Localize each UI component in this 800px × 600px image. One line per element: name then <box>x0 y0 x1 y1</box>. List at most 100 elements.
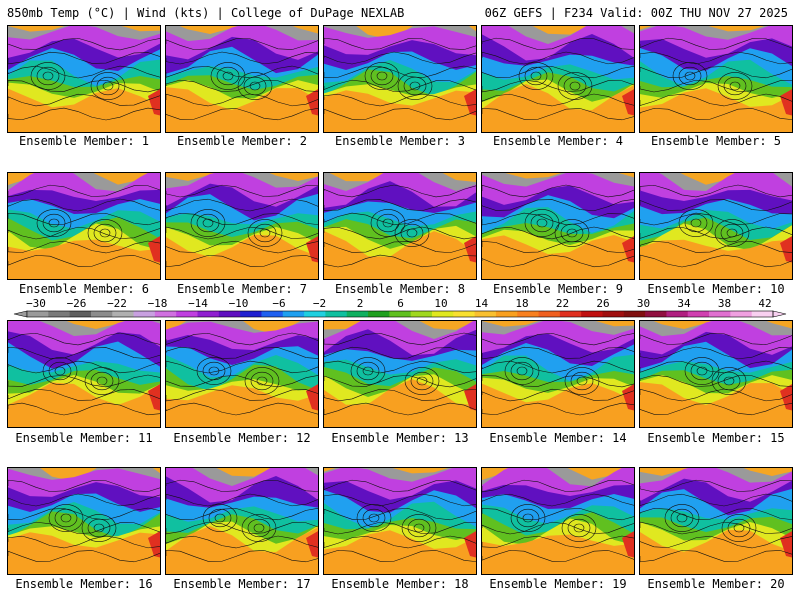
temperature-map <box>482 468 634 574</box>
colorbar-tick-label: 34 <box>677 297 691 310</box>
ensemble-member-label: Ensemble Member: 20 <box>647 577 785 591</box>
colorbar-tick-label: −10 <box>228 297 249 310</box>
ensemble-member-label: Ensemble Member: 3 <box>334 134 466 148</box>
colorbar-tick-label: 26 <box>596 297 610 310</box>
colorbar-tick-label: 18 <box>515 297 529 310</box>
ensemble-panel <box>323 172 477 280</box>
ensemble-member-label: Ensemble Member: 8 <box>334 282 466 296</box>
temperature-map <box>640 173 792 279</box>
ensemble-panel <box>165 467 319 575</box>
ensemble-panel <box>7 467 161 575</box>
colorbar-swatch <box>474 311 497 317</box>
ensemble-panel <box>639 320 793 428</box>
colorbar-tick-label: 30 <box>636 297 651 310</box>
colorbar-swatch <box>368 311 390 317</box>
temperature-map <box>8 468 160 574</box>
temperature-map <box>324 26 476 132</box>
header-title-right: 06Z GEFS | F234 Valid: 00Z THU NOV 27 20… <box>484 6 788 20</box>
colorbar-tick-label: 22 <box>555 297 570 310</box>
ensemble-member-label: Ensemble Member: 2 <box>176 134 308 148</box>
colorbar-swatch <box>495 311 518 317</box>
ensemble-member-label: Ensemble Member: 7 <box>176 282 308 296</box>
ensemble-panel <box>165 25 319 133</box>
ensemble-panel <box>323 467 477 575</box>
temperature-map <box>324 321 476 427</box>
colorbar-swatch <box>453 311 475 317</box>
colorbar-tick-label: 42 <box>758 297 772 310</box>
colorbar-tick-label: 10 <box>434 297 448 310</box>
colorbar-swatch <box>133 311 156 317</box>
colorbar-tick-label: 6 <box>397 297 404 310</box>
colorbar-swatch <box>517 311 539 317</box>
colorbar-tick-label: 38 <box>717 297 732 310</box>
temperature-colorbar <box>13 310 787 318</box>
ensemble-panel <box>481 467 635 575</box>
ensemble-panel <box>7 25 161 133</box>
ensemble-member-label: Ensemble Member: 6 <box>18 282 150 296</box>
temperature-map <box>166 468 318 574</box>
colorbar-swatch <box>687 311 710 317</box>
ensemble-member-label: Ensemble Member: 18 <box>331 577 469 591</box>
ensemble-member-label: Ensemble Member: 17 <box>173 577 311 591</box>
ensemble-panel <box>639 467 793 575</box>
colorbar-swatch <box>218 311 241 317</box>
colorbar-tick-label: −30 <box>26 297 46 310</box>
ensemble-panel <box>7 172 161 280</box>
colorbar-left-arrow <box>13 310 28 318</box>
ensemble-panel <box>481 25 635 133</box>
colorbar-right-arrow <box>772 310 787 318</box>
temperature-map <box>482 173 634 279</box>
colorbar-swatch <box>240 311 262 317</box>
ensemble-panel <box>7 320 161 428</box>
colorbar-tick-label: −6 <box>272 297 286 310</box>
colorbar-tick-label: 14 <box>474 297 489 310</box>
temperature-map <box>640 321 792 427</box>
colorbar-swatch <box>709 311 731 317</box>
colorbar-swatch <box>282 311 305 317</box>
colorbar-tick-label: −14 <box>188 297 208 310</box>
colorbar-swatch <box>559 311 582 317</box>
colorbar-tick-label: −18 <box>147 297 168 310</box>
ensemble-member-label: Ensemble Member: 12 <box>173 431 311 445</box>
colorbar-tick-label: −26 <box>66 297 87 310</box>
colorbar-swatch <box>69 311 92 317</box>
colorbar-swatch <box>197 311 220 317</box>
colorbar-swatch <box>112 311 134 317</box>
ensemble-panel <box>481 320 635 428</box>
temperature-map <box>8 26 160 132</box>
colorbar-swatch <box>325 311 348 317</box>
ensemble-member-label: Ensemble Member: 5 <box>650 134 782 148</box>
ensemble-panel <box>639 25 793 133</box>
ensemble-member-label: Ensemble Member: 15 <box>647 431 785 445</box>
ensemble-member-label: Ensemble Member: 1 <box>18 134 150 148</box>
ensemble-panel <box>323 25 477 133</box>
colorbar-swatch <box>602 311 625 317</box>
colorbar-swatch <box>304 311 326 317</box>
colorbar-swatch <box>346 311 369 317</box>
ensemble-member-label: Ensemble Member: 4 <box>492 134 624 148</box>
colorbar-swatch <box>27 311 49 317</box>
colorbar-swatch <box>261 311 284 317</box>
ensemble-member-label: Ensemble Member: 13 <box>331 431 469 445</box>
colorbar-swatch <box>645 311 667 317</box>
temperature-map <box>482 26 634 132</box>
ensemble-member-label: Ensemble Member: 19 <box>489 577 627 591</box>
colorbar-swatch <box>538 311 561 317</box>
colorbar-swatch <box>389 311 412 317</box>
colorbar-swatch <box>623 311 646 317</box>
ensemble-panel <box>165 320 319 428</box>
colorbar-swatch <box>431 311 454 317</box>
ensemble-panel <box>323 320 477 428</box>
temperature-map <box>8 321 160 427</box>
ensemble-member-label: Ensemble Member: 10 <box>647 282 785 296</box>
colorbar-swatch <box>581 311 603 317</box>
colorbar-swatch <box>410 311 433 317</box>
colorbar-swatch <box>666 311 689 317</box>
colorbar-swatch <box>730 311 753 317</box>
ensemble-member-label: Ensemble Member: 14 <box>489 431 627 445</box>
temperature-map <box>8 173 160 279</box>
colorbar-swatch <box>154 311 177 317</box>
temperature-map <box>324 173 476 279</box>
colorbar-tick-label: −22 <box>107 297 127 310</box>
ensemble-panel <box>165 172 319 280</box>
